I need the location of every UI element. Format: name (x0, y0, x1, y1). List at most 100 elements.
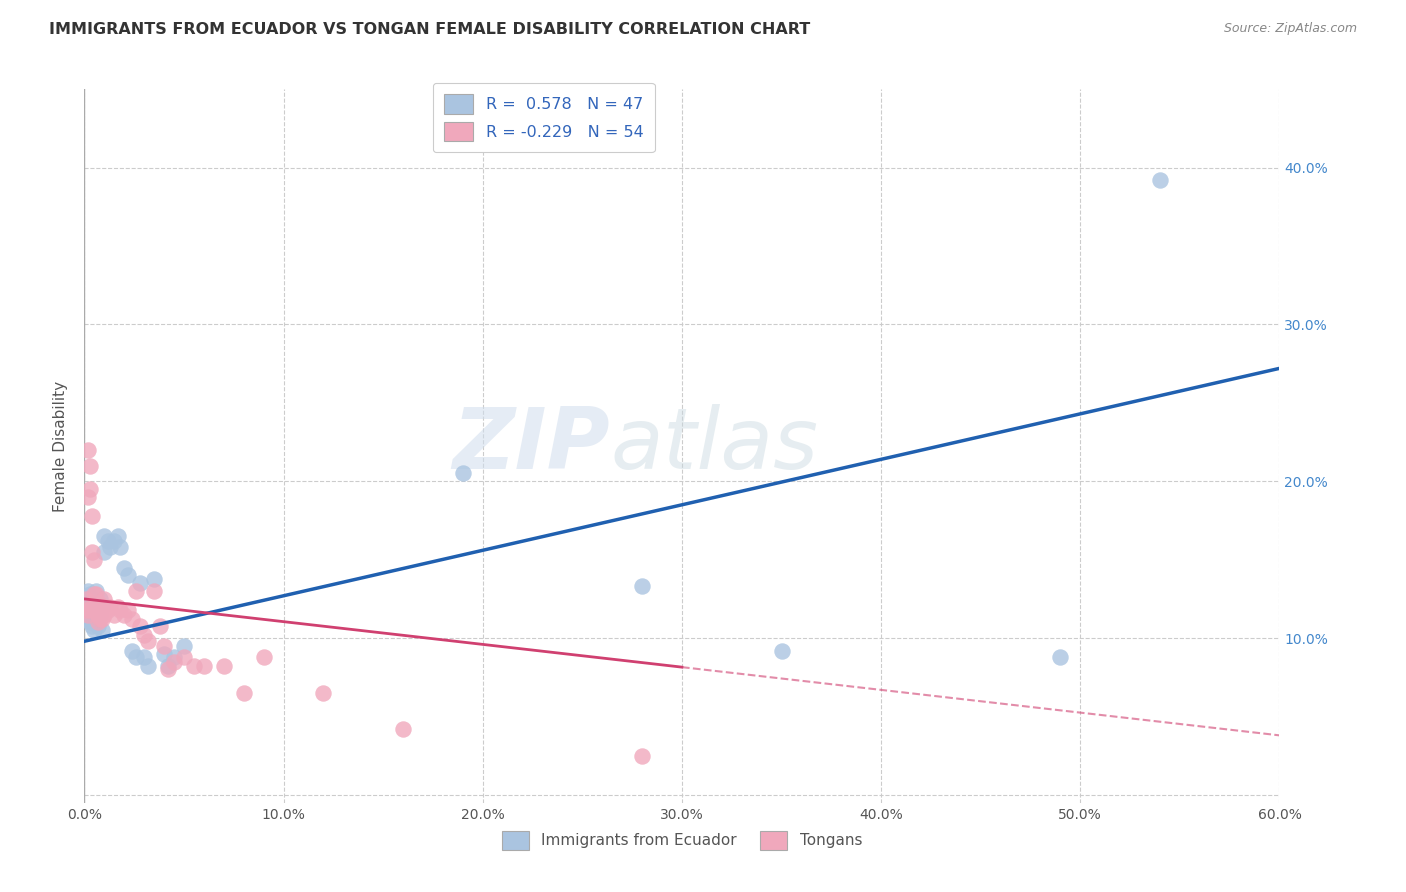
Point (83, 603, 105, 617)
Point (136, 659, 159, 673)
Point (82, 545, 104, 559)
Point (93, 545, 115, 559)
Point (121, 612, 143, 626)
Point (89, 607, 111, 622)
Point (83, 587, 105, 601)
Point (98, 540, 121, 554)
Point (77, 612, 100, 626)
Point (82, 607, 104, 622)
Point (86, 599, 108, 614)
Point (157, 663, 180, 677)
Text: ZIP: ZIP (453, 404, 610, 488)
Text: IMMIGRANTS FROM ECUADOR VS TONGAN FEMALE DISABILITY CORRELATION CHART: IMMIGRANTS FROM ECUADOR VS TONGAN FEMALE… (49, 22, 810, 37)
Point (253, 649, 276, 664)
Point (157, 659, 180, 673)
Point (87, 603, 110, 617)
Point (79, 482, 101, 496)
Point (312, 686, 335, 700)
Text: Source: ZipAtlas.com: Source: ZipAtlas.com (1223, 22, 1357, 36)
Point (77, 490, 100, 504)
Point (163, 655, 186, 669)
Point (97, 603, 120, 617)
Point (110, 540, 132, 554)
Point (107, 529, 129, 543)
Point (79, 603, 101, 617)
Point (97, 533, 120, 548)
Point (129, 618, 152, 632)
Point (79, 615, 101, 630)
Point (75, 591, 97, 606)
Point (82, 591, 104, 606)
Point (75, 603, 97, 617)
Point (87, 597, 110, 611)
Point (89, 597, 111, 611)
Point (87, 615, 110, 630)
Point (79, 587, 101, 601)
Point (117, 568, 139, 582)
Point (103, 533, 125, 548)
Point (87, 618, 110, 632)
Point (83, 624, 105, 638)
Point (153, 647, 176, 661)
Point (631, 748, 654, 763)
Point (232, 686, 254, 700)
Point (173, 639, 195, 653)
Point (79, 458, 101, 473)
Point (112, 607, 135, 622)
Point (86, 584, 108, 599)
Point (121, 643, 143, 657)
Point (75, 603, 97, 617)
Point (451, 467, 474, 481)
Point (79, 603, 101, 617)
Point (96, 603, 118, 617)
Point (82, 508, 104, 523)
Point (103, 607, 125, 622)
Point (86, 603, 108, 617)
Point (136, 634, 159, 648)
Point (125, 649, 148, 664)
Point (149, 618, 172, 632)
Point (392, 722, 415, 736)
Point (98, 599, 121, 614)
Point (212, 659, 235, 673)
Point (86, 612, 108, 626)
Point (143, 572, 166, 586)
Point (75, 591, 97, 606)
Point (117, 603, 139, 617)
Point (129, 576, 152, 591)
Point (82, 599, 104, 614)
Point (82, 618, 104, 632)
Point (125, 584, 148, 599)
Point (91, 599, 114, 614)
Point (132, 649, 156, 664)
Point (89, 591, 111, 606)
Point (89, 612, 111, 626)
Text: atlas: atlas (610, 404, 818, 488)
Point (86, 587, 108, 601)
Point (93, 591, 115, 606)
Point (77, 599, 100, 614)
Point (86, 597, 108, 611)
Point (83, 552, 105, 566)
Point (77, 607, 100, 622)
Point (91, 603, 114, 617)
Point (77, 584, 100, 599)
Point (193, 659, 215, 673)
Point (110, 603, 132, 617)
Point (132, 628, 156, 642)
Point (91, 612, 114, 626)
Point (631, 579, 654, 593)
Point (163, 649, 186, 664)
Y-axis label: Female Disability: Female Disability (53, 380, 69, 512)
Point (153, 639, 176, 653)
Legend: Immigrants from Ecuador, Tongans: Immigrants from Ecuador, Tongans (495, 825, 869, 855)
Point (143, 584, 166, 599)
Point (770, 643, 793, 657)
Point (91, 624, 114, 638)
Point (87, 607, 110, 622)
Point (107, 599, 129, 614)
Point (173, 649, 195, 664)
Point (1049, 649, 1071, 664)
Point (183, 659, 205, 673)
Point (83, 597, 105, 611)
